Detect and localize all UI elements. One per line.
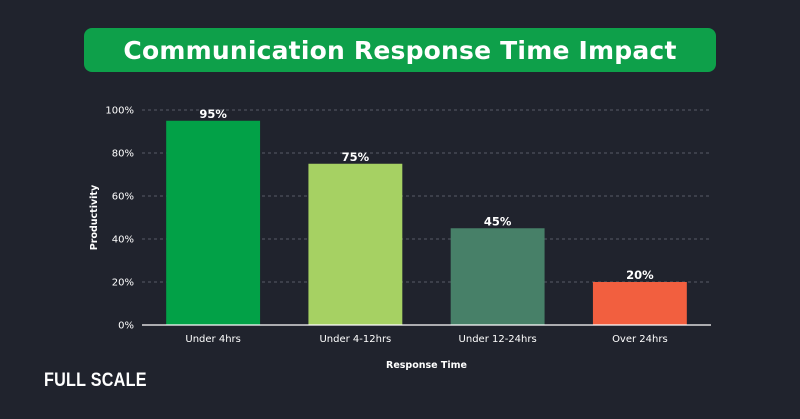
y-tick-label: 80% [112, 149, 134, 160]
x-tick-label: Under 4hrs [185, 334, 240, 345]
y-tick-label: 20% [112, 278, 134, 289]
x-axis-title: Response Time [386, 360, 467, 371]
y-axis-ticks: 0% 20% 40% 60% 80% 100% [105, 106, 134, 332]
bars [166, 120, 687, 325]
y-tick-label: 100% [105, 106, 134, 117]
bar-value-label: 45% [484, 214, 512, 228]
title-banner: Communication Response Time Impact [84, 28, 716, 72]
bar-value-label: 95% [199, 107, 227, 121]
bar [308, 163, 403, 325]
x-tick-label: Over 24hrs [612, 334, 668, 345]
y-tick-label: 0% [118, 321, 134, 332]
bar-value-label: 20% [626, 268, 654, 282]
x-tick-label: Under 4-12hrs [319, 334, 391, 345]
y-tick-label: 40% [112, 235, 134, 246]
chart-title: Communication Response Time Impact [123, 35, 677, 65]
bar-value-label: 75% [342, 150, 370, 164]
bar [592, 282, 687, 325]
bar [450, 228, 545, 325]
y-axis-title: Productivity [89, 184, 100, 250]
y-tick-label: 60% [112, 192, 134, 203]
data-labels: 95% 75% 45% 20% [199, 107, 654, 282]
full-scale-logo: FULL SCALE [44, 370, 147, 391]
x-axis-ticks: Under 4hrs Under 4-12hrs Under 12-24hrs Ove… [185, 334, 667, 345]
x-tick-label: Under 12-24hrs [459, 334, 537, 345]
bar [166, 120, 261, 325]
